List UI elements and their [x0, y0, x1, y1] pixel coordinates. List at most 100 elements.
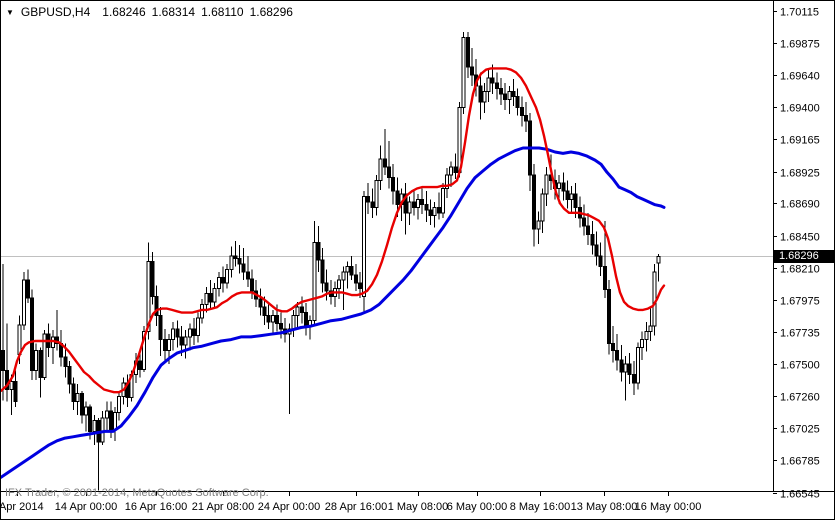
candle-down	[266, 314, 271, 323]
chevron-down-icon[interactable]: ▼	[6, 8, 14, 17]
candle-up	[536, 220, 541, 230]
candle-down	[503, 93, 508, 100]
candle-up	[270, 314, 275, 323]
candle-up	[507, 90, 512, 100]
candle-down	[241, 263, 246, 273]
candle-down	[54, 336, 59, 345]
price-tick-label: 1.68210	[780, 264, 820, 276]
price-tick-label: 1.68450	[780, 232, 820, 244]
candle-up	[337, 279, 342, 289]
candle-down	[606, 289, 611, 345]
candle-down	[154, 295, 159, 316]
candle-down	[478, 85, 483, 103]
candle-down	[494, 82, 499, 90]
candle-down	[137, 360, 142, 370]
candle-up	[341, 271, 346, 281]
candle-up	[295, 306, 300, 316]
candle-up	[21, 279, 26, 326]
price-tick-label: 1.67025	[780, 424, 820, 436]
candle-down	[88, 406, 93, 432]
price-tick-label: 1.70115	[780, 7, 819, 19]
ma-fast-line	[1, 67, 666, 394]
time-tick-label: 24 Apr 00:00	[258, 501, 320, 513]
candle-down	[67, 366, 72, 385]
candle-down	[237, 258, 242, 265]
ohlc-open-value: 1.68246	[102, 5, 146, 19]
candle-down	[627, 363, 632, 376]
candle-up	[34, 349, 39, 372]
candle-up	[486, 77, 491, 92]
candle-down	[179, 336, 184, 346]
candle-down	[590, 233, 595, 246]
candle-down	[262, 306, 267, 316]
time-tick-label: 14 Apr 00:00	[55, 501, 117, 513]
candle-up	[445, 174, 450, 189]
candle-up	[461, 36, 466, 108]
time-tick-label: 8 May 16:00	[510, 501, 571, 513]
candle-up	[540, 193, 545, 222]
candle-down	[403, 193, 408, 214]
candle-down	[386, 166, 391, 179]
candle-up	[196, 317, 201, 337]
candle-down	[299, 306, 304, 314]
candle-down	[175, 328, 180, 338]
candle-down	[391, 177, 396, 192]
candle-down	[320, 259, 325, 284]
candle-down	[357, 282, 362, 289]
time-tick-label: 28 Apr 16:00	[325, 501, 387, 513]
time-tick-label: 13 May 08:00	[571, 501, 638, 513]
candle-up	[644, 331, 649, 341]
candle-down	[250, 278, 254, 292]
candle-down	[303, 312, 308, 327]
ohlc-high-value: 1.68314	[151, 5, 196, 19]
candle-down	[245, 271, 250, 280]
time-tick-label: 9 Apr 2014	[1, 501, 44, 513]
candle-down	[511, 90, 516, 98]
price-tick-label: 1.68925	[780, 168, 820, 180]
candle-up	[42, 333, 47, 378]
candle-up	[656, 255, 661, 264]
candle-down	[619, 359, 624, 373]
candle-down	[324, 282, 329, 292]
candle-down	[469, 66, 474, 76]
price-axis: 1.70115 1.69875 1.69640 1.69400 1.69165 1.689…	[773, 7, 820, 501]
candle-up	[362, 196, 367, 297]
price-tick-label: 1.69875	[780, 39, 820, 51]
candle-down	[150, 260, 155, 297]
time-tick-label: 16 Apr 16:00	[125, 501, 187, 513]
candle-down	[208, 293, 213, 303]
candle-down	[611, 343, 616, 351]
price-tick-label: 1.67260	[780, 392, 820, 404]
candle-down	[420, 198, 425, 206]
candle-up	[449, 166, 454, 176]
candles-layer	[1, 31, 661, 491]
candle-up	[204, 293, 209, 306]
candle-down	[13, 380, 18, 403]
price-tick-label: 1.66545	[780, 489, 820, 501]
candle-down	[63, 356, 68, 368]
ohlc-close-value: 1.68296	[249, 5, 293, 19]
candle-down	[499, 88, 503, 95]
candle-down	[515, 96, 520, 108]
candle-up	[432, 206, 437, 216]
candle-up	[146, 260, 151, 333]
candle-up	[187, 328, 192, 338]
candle-down	[5, 370, 10, 391]
candle-down	[582, 217, 586, 227]
candle-up	[440, 187, 445, 214]
time-tick-label: 16 May 00:00	[635, 501, 702, 513]
candle-down	[108, 410, 113, 431]
candle-up	[229, 255, 234, 270]
candle-down	[631, 374, 636, 384]
candle-up	[569, 193, 574, 200]
candle-down	[395, 190, 400, 206]
candle-up	[407, 201, 412, 214]
candle-up	[291, 314, 296, 330]
candle-up	[75, 393, 80, 403]
candle-up	[374, 179, 379, 208]
candle-down	[220, 277, 225, 284]
candle-up	[92, 420, 97, 432]
candle-up	[171, 328, 176, 341]
candle-down	[565, 190, 570, 200]
